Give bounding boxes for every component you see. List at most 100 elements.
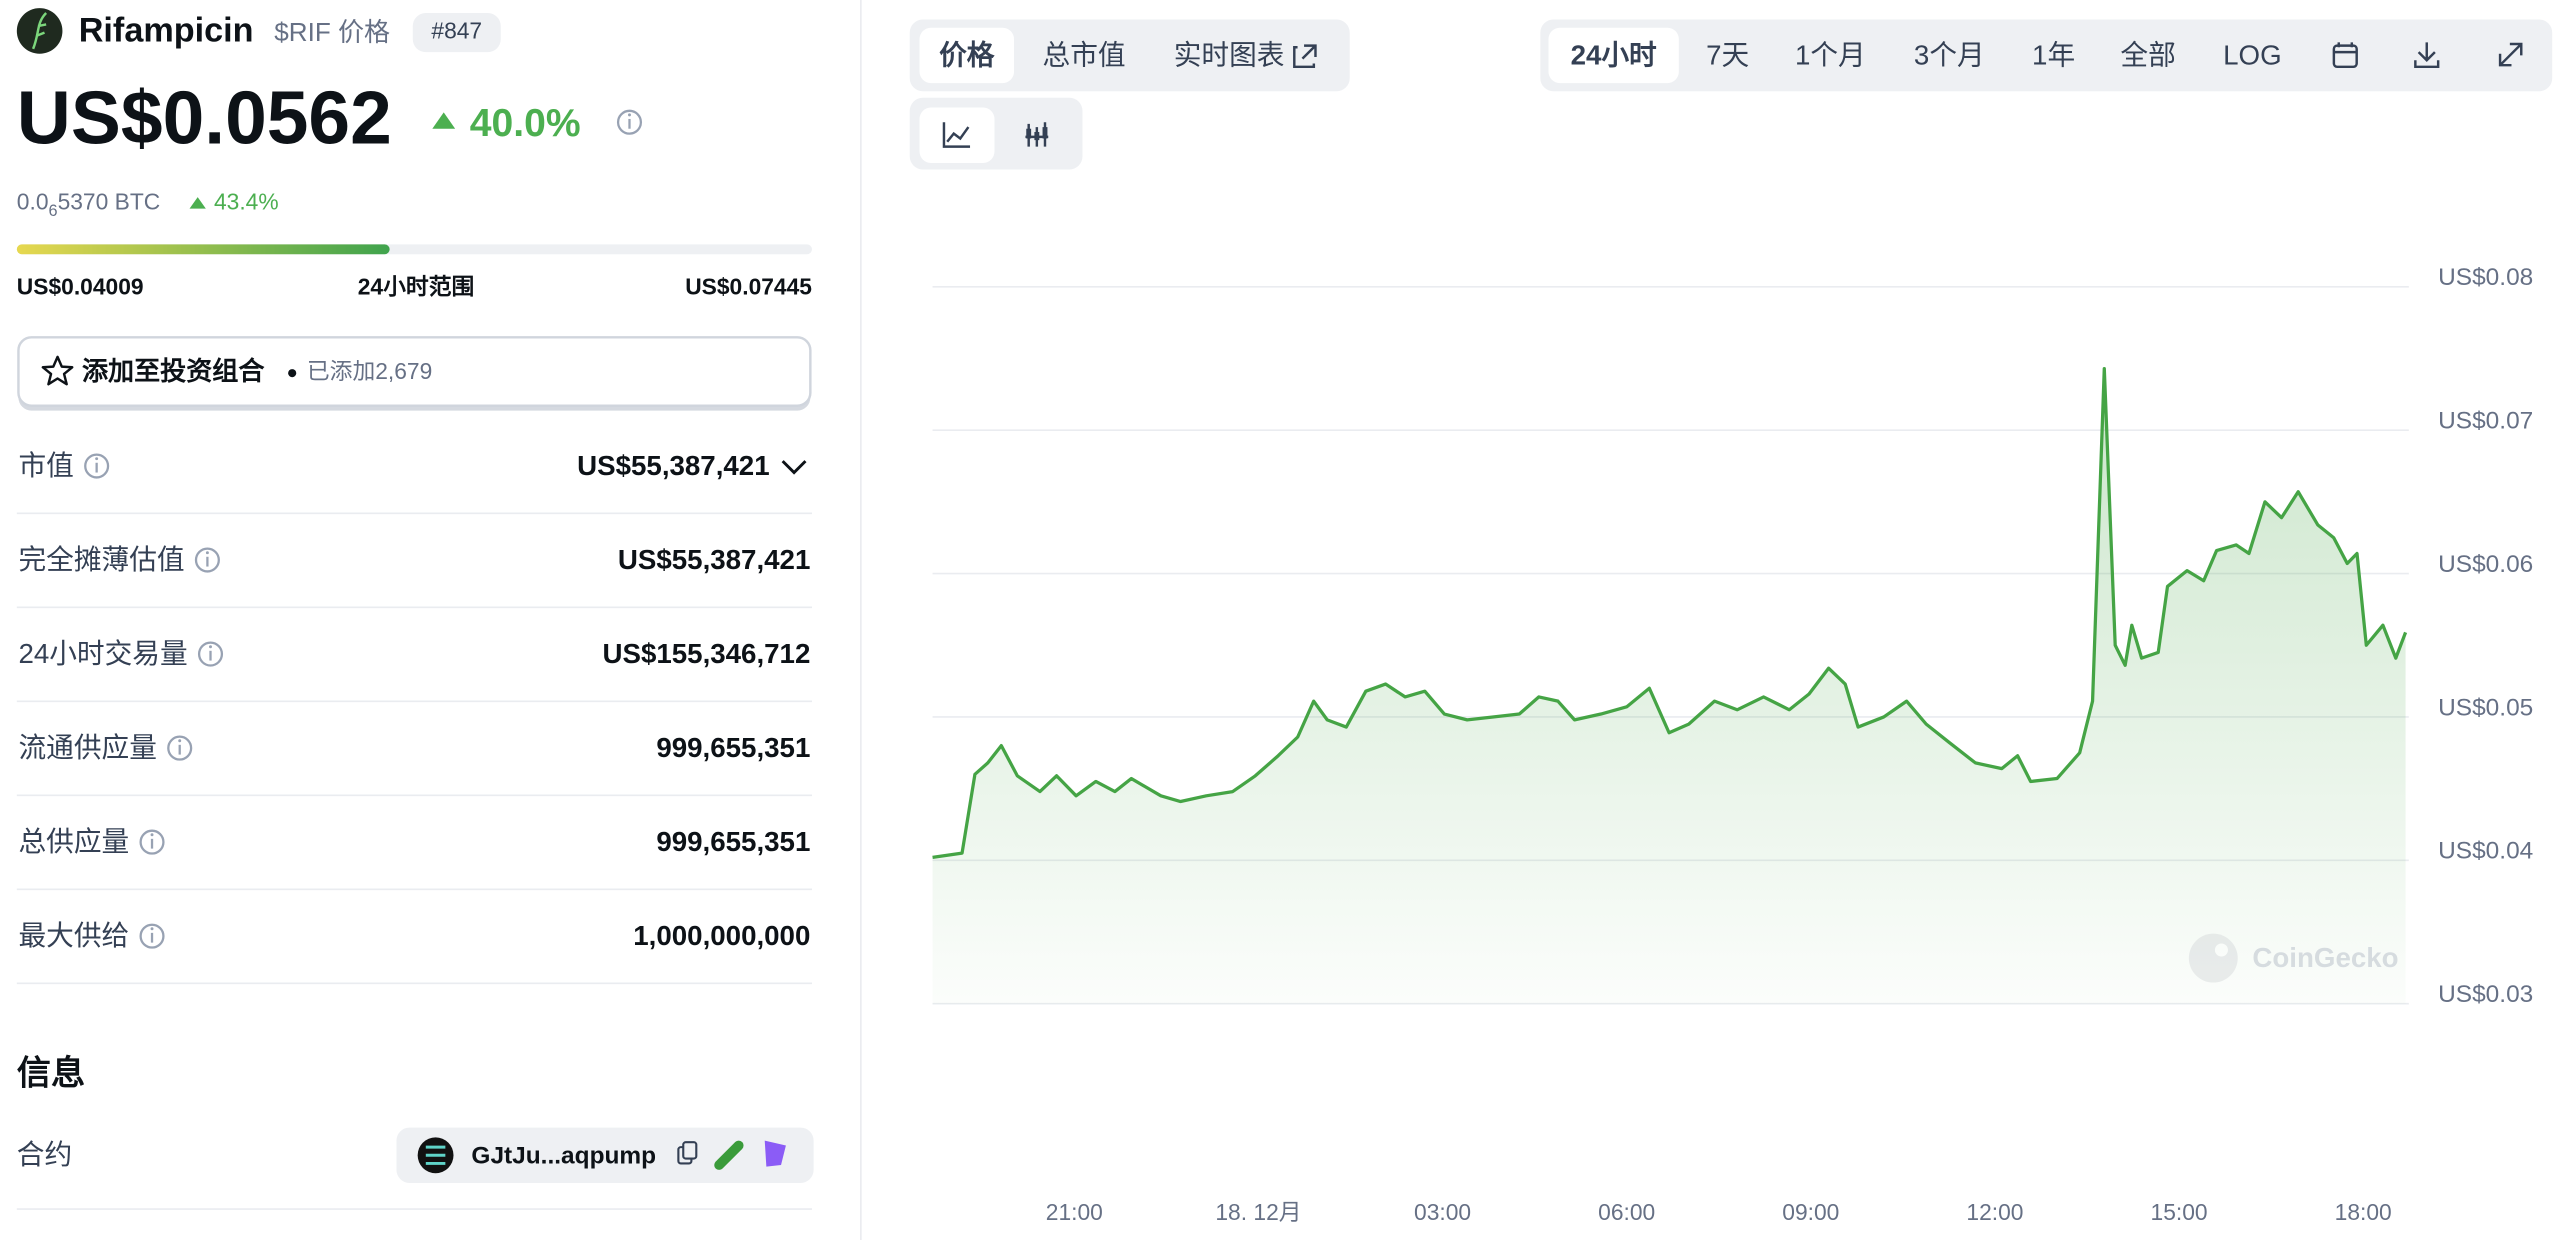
fullscreen-button[interactable] — [2498, 42, 2523, 67]
line-chart-button[interactable] — [942, 122, 971, 148]
info-icon[interactable] — [167, 735, 193, 761]
y-tick-label: US$0.05 — [2438, 694, 2533, 721]
price-change: 40.0% — [470, 102, 581, 145]
info-dot — [205, 551, 209, 555]
info-circle — [84, 453, 110, 479]
info-dot — [95, 457, 99, 461]
watermark: CoinGecko — [2188, 933, 2399, 983]
coin-symbol: $RIF 价格 — [274, 17, 390, 47]
y-tick-label: US$0.06 — [2438, 551, 2533, 578]
range-tab[interactable]: 24小时 — [1571, 39, 1657, 70]
x-tick-label: 15:00 — [2151, 1199, 2208, 1225]
area-fill — [932, 368, 2406, 1004]
range-fill — [16, 244, 390, 255]
stat-label: 流通供应量 — [18, 732, 156, 763]
active-tab — [919, 27, 1015, 84]
contract-address: GJtJu...aqpump — [471, 1142, 656, 1169]
stat-value: 1,000,000,000 — [633, 920, 810, 951]
coin-name: Rifampicin — [79, 12, 254, 50]
info-dot — [150, 833, 154, 837]
info-circle — [197, 641, 224, 667]
chart-tab[interactable]: 实时图表 — [1174, 39, 1285, 70]
y-tick-label: US$0.07 — [2438, 407, 2533, 434]
btc-price: 0.065370 BTC — [17, 189, 160, 220]
range-tab[interactable]: 全部 — [2120, 39, 2175, 70]
coin-logo-mark — [31, 12, 48, 50]
info-icon[interactable] — [139, 923, 165, 949]
stat-value: 999,655,351 — [656, 826, 810, 857]
x-tick-label: 18:00 — [2335, 1199, 2392, 1225]
up-arrow — [189, 197, 206, 209]
range-tab-group — [1540, 19, 2553, 92]
watermark-text: CoinGecko — [2252, 942, 2398, 973]
range-label: 24小时范围 — [358, 273, 475, 299]
btc-change: 43.4% — [214, 189, 279, 215]
coin-logo — [16, 8, 63, 54]
btc-zeros: 6 — [49, 202, 58, 220]
rank: #847 — [431, 18, 482, 44]
x-tick-label: 03:00 — [1414, 1199, 1471, 1225]
range-tab[interactable]: 3个月 — [1914, 39, 1985, 70]
stat-value: US$55,387,421 — [577, 450, 769, 481]
chart-tab[interactable]: 总市值 — [1043, 39, 1126, 70]
x-tick-label: 18. 12月 — [1215, 1199, 1301, 1225]
info-dot — [178, 739, 182, 743]
dropdown-chevron[interactable] — [781, 460, 807, 475]
info-circle — [167, 735, 193, 761]
range-tab[interactable]: LOG — [2223, 39, 2281, 70]
price: US$0.0562 — [17, 76, 392, 160]
y-tick-label: US$0.04 — [2438, 838, 2533, 865]
chart-tab-group — [909, 19, 1350, 92]
external-icon — [1293, 44, 1317, 69]
info-circle — [139, 829, 165, 855]
candle-chart-button[interactable] — [1025, 122, 1049, 147]
stat-label: 24小时交易量 — [18, 638, 187, 669]
stat-label: 完全摊薄估值 — [18, 544, 184, 575]
portfolio-count: 已添加2,679 — [307, 358, 432, 384]
info-icon[interactable] — [194, 547, 220, 573]
active-tab — [1548, 27, 1679, 84]
info-icon — [616, 109, 643, 135]
portfolio-button[interactable]: 添加至投资组合 已添加2,679 — [17, 336, 812, 411]
stat-label: 市值 — [18, 450, 73, 481]
x-tick-label: 09:00 — [1782, 1199, 1839, 1225]
range-low: US$0.04009 — [17, 273, 144, 299]
stat-value: US$55,387,421 — [618, 544, 810, 575]
info-circle — [194, 547, 220, 573]
price-chart: US$0.08 US$0.07 US$0.06 US$0.05 US$0.04 US$0.… — [932, 264, 2533, 1225]
range-high: US$0.07445 — [685, 273, 812, 299]
x-tick-label: 12:00 — [1966, 1199, 2023, 1225]
info-circle — [139, 923, 165, 949]
info-icon[interactable] — [84, 453, 110, 479]
info-dot — [150, 927, 154, 931]
stat-value: 999,655,351 — [656, 732, 810, 763]
range-tab[interactable]: 7天 — [1706, 39, 1749, 70]
range-tab[interactable]: 1年 — [2032, 39, 2075, 70]
info-icon[interactable] — [197, 641, 224, 667]
stats-table: 市值 US$55,387,421 完全摊薄估值 US$55,387,421 24小时交易… — [16, 450, 812, 985]
download-button[interactable] — [2414, 42, 2440, 69]
y-tick-label: US$0.08 — [2438, 264, 2533, 291]
up-arrow — [432, 112, 456, 129]
calendar-button[interactable] — [2332, 42, 2358, 69]
stat-label: 最大供给 — [18, 920, 129, 951]
info-icon[interactable] — [139, 829, 165, 855]
x-tick-label: 06:00 — [1598, 1199, 1655, 1225]
portfolio-label: 添加至投资组合 — [82, 356, 265, 386]
contract-pill[interactable]: GJtJu...aqpump — [396, 1127, 814, 1183]
x-tick-label: 21:00 — [1046, 1199, 1103, 1225]
rank-pill — [412, 13, 501, 53]
info-title: 信息 — [17, 1053, 85, 1092]
stat-label: 总供应量 — [18, 826, 129, 857]
range-tab[interactable]: 1个月 — [1795, 39, 1866, 70]
chart-tab[interactable]: 价格 — [939, 39, 995, 70]
stat-value: US$155,346,712 — [603, 638, 811, 669]
contract-label: 合约 — [17, 1139, 72, 1170]
y-tick-label: US$0.03 — [2438, 981, 2533, 1008]
price-line — [932, 366, 2408, 860]
btc-rest: 5370 BTC — [58, 189, 161, 215]
info-dot — [209, 645, 212, 649]
